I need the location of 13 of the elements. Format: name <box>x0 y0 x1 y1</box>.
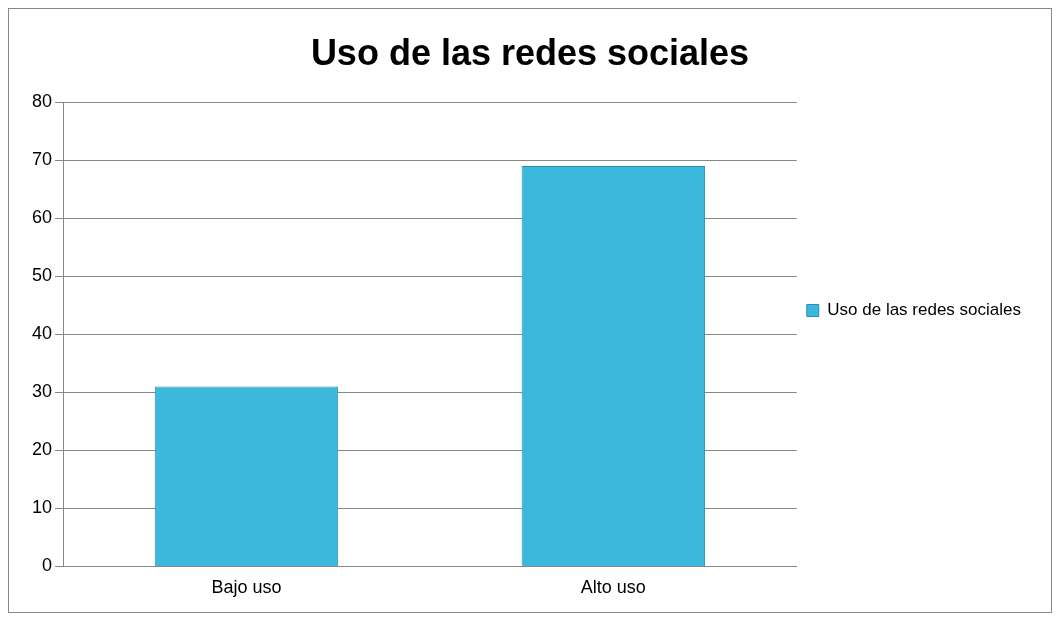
x-tick-label: Alto uso <box>580 577 646 598</box>
y-tick-label: 20 <box>31 439 53 460</box>
y-tick-label: 70 <box>31 149 53 170</box>
y-tick-label: 10 <box>31 497 53 518</box>
y-tick-label: 80 <box>31 91 53 112</box>
legend-label: Uso de las redes sociales <box>827 300 1022 320</box>
y-tick-label: 40 <box>31 323 53 344</box>
x-tick-label: Bajo uso <box>211 577 282 598</box>
y-tick-label: 60 <box>31 207 53 228</box>
y-tick-label: 30 <box>31 381 53 402</box>
y-tick-label: 0 <box>42 555 53 576</box>
chart-title: Uso de las redes sociales <box>310 31 750 73</box>
y-tick-label: 50 <box>31 265 53 286</box>
